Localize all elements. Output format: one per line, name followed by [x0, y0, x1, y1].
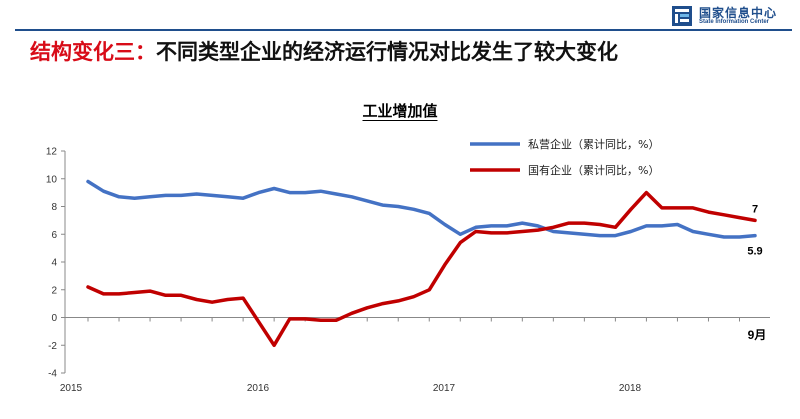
series-lines: [86, 179, 757, 348]
y-tick-label: 6: [51, 230, 57, 241]
legend-label: 国有企业（累计同比，%）: [528, 163, 659, 177]
y-tick-label: 10: [46, 174, 58, 185]
legend-label: 私营企业（累计同比，%）: [528, 137, 659, 151]
x-tick-label: 2016: [247, 383, 270, 394]
y-tick-label: 12: [46, 147, 58, 158]
y-tick-label: 2: [51, 285, 57, 296]
chart-title-text: 工业增加值: [362, 102, 438, 120]
y-tick-label: 4: [51, 258, 57, 269]
y-axis: -4 -2 0 2 4 6 8 10 12: [46, 147, 66, 380]
series-line-private: [86, 179, 757, 239]
chart-title: 工业增加值: [0, 100, 800, 121]
end-value-label: 5.9: [747, 246, 762, 258]
slide-title-prefix: 结构变化三：: [30, 40, 156, 64]
logo: 国家信息中心 State Information Center: [671, 3, 797, 29]
slide-title: 结构变化三：不同类型企业的经济运行情况对比发生了较大变化: [30, 36, 618, 66]
y-tick-label: 0: [51, 313, 57, 324]
header-divider: [15, 29, 792, 31]
x-axis: 2015 2016 2017 2018 9月: [60, 317, 770, 394]
x-tick-label: 2015: [60, 383, 83, 394]
series-line-state-owned: [86, 190, 757, 348]
logo-name-cn: 国家信息中心: [699, 6, 778, 20]
end-value-label: 7: [752, 203, 758, 215]
x-end-label: 9月: [748, 328, 767, 342]
logo-name-en: State Information Center: [699, 19, 770, 25]
chart-legend: 私营企业（累计同比，%） 国有企业（累计同比，%）: [470, 137, 659, 177]
state-information-center-logo-icon: [672, 6, 692, 26]
y-tick-label: -2: [48, 341, 57, 352]
data-labels: 5.97: [747, 203, 762, 257]
y-tick-label: 8: [51, 202, 57, 213]
x-tick-label: 2018: [619, 383, 642, 394]
y-tick-label: -4: [48, 369, 57, 380]
x-tick-label: 2017: [433, 383, 456, 394]
slide-title-text: 不同类型企业的经济运行情况对比发生了较大变化: [156, 40, 618, 64]
